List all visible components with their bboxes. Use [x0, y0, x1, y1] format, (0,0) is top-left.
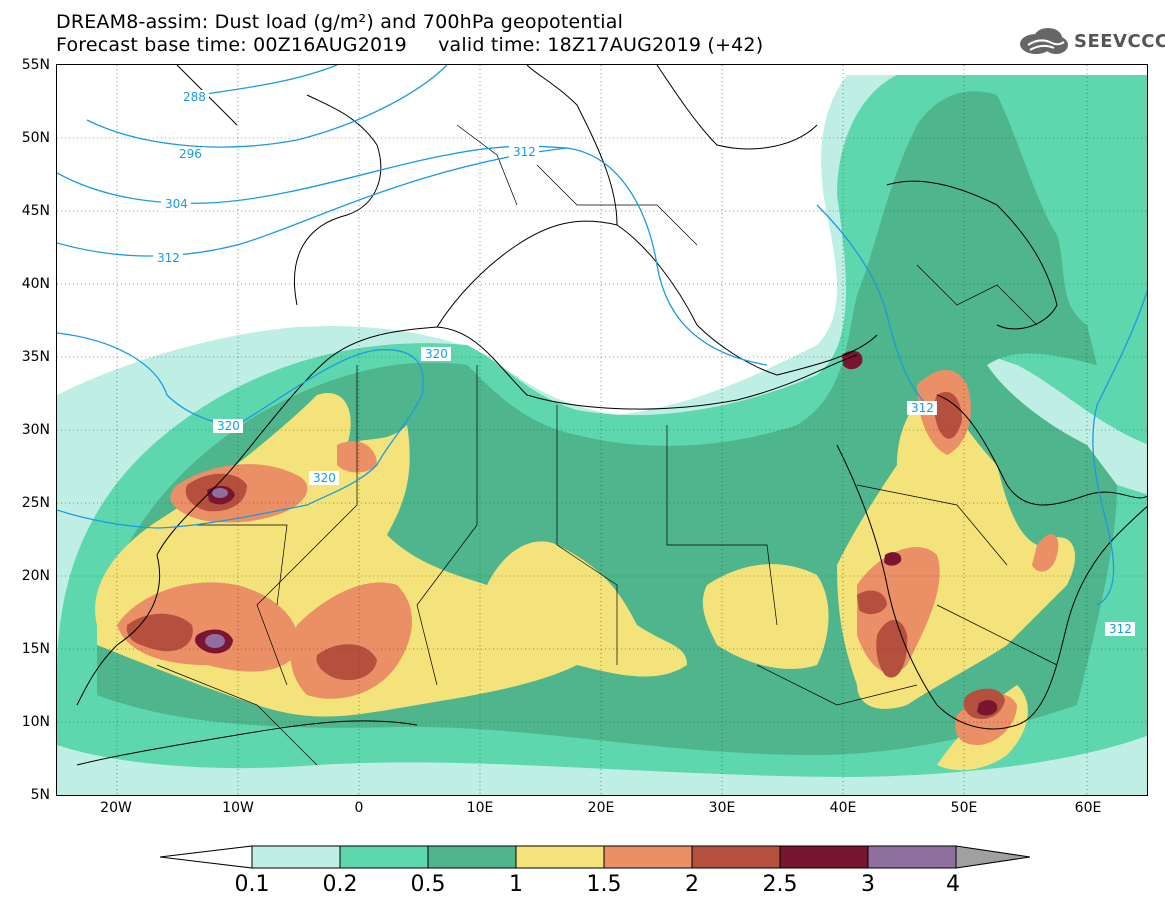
legend-swatch-3: [867, 845, 957, 869]
legend-label-2: 2: [685, 872, 699, 897]
legend-swatch-0-1: [251, 845, 341, 869]
legend-swatch-2-5: [779, 845, 869, 869]
lat-label-30n: 30N: [21, 422, 50, 438]
contour-label-312-arabian-sea: 312: [1109, 622, 1132, 636]
legend-label-0-2: 0.2: [322, 872, 358, 897]
dust-band-3: [205, 488, 228, 648]
lon-label-0: 0: [354, 800, 364, 816]
contour-label-288: 288: [183, 90, 206, 104]
legend-swatch-1-5: [603, 845, 693, 869]
legend-label-2-5: 2.5: [762, 872, 798, 897]
legend-label-3: 3: [861, 872, 875, 897]
contour-label-312-west: 312: [157, 251, 180, 265]
legend-label-1: 1: [509, 872, 523, 897]
lat-label-35n: 35N: [21, 349, 50, 365]
lat-label-45n: 45N: [21, 203, 50, 219]
map-canvas: 288 296 304 312 312 320 320 320 312 312: [57, 65, 1147, 795]
legend-label-0-5: 0.5: [410, 872, 446, 897]
lat-label-25n: 25N: [21, 495, 50, 511]
lat-label-5n: 5N: [30, 787, 50, 803]
lon-label-40e: 40E: [829, 800, 857, 816]
chart-title: DREAM8-assim: Dust load (g/m²) and 700hP…: [56, 11, 624, 33]
legend-swatch-2: [691, 845, 781, 869]
lon-label-60e: 60E: [1074, 800, 1102, 816]
lon-label-10w: 10W: [222, 800, 254, 816]
coastlines: [76, 65, 1147, 766]
lon-label-30e: 30E: [708, 800, 736, 816]
lat-label-20n: 20N: [21, 568, 50, 584]
legend-swatch-above: [955, 845, 1030, 869]
seevccc-logo: SEEVCCC: [1018, 26, 1165, 56]
contour-label-312-iraq: 312: [911, 401, 934, 415]
lat-label-40n: 40N: [21, 276, 50, 292]
lat-label-50n: 50N: [21, 130, 50, 146]
contour-label-312-europe: 312: [513, 145, 536, 159]
contour-label-304: 304: [165, 197, 188, 211]
logo-text: SEEVCCC: [1074, 30, 1165, 52]
lat-label-55n: 55N: [21, 57, 50, 73]
contour-label-296: 296: [179, 147, 202, 161]
legend-swatch-1: [515, 845, 605, 869]
legend-label-1-5: 1.5: [586, 872, 622, 897]
lat-label-15n: 15N: [21, 641, 50, 657]
legend-colorbar: [160, 845, 1030, 869]
legend-swatch-below: [160, 845, 253, 869]
contour-labels: 288 296 304 312 312 320 320 320 312 312: [153, 90, 1135, 636]
contour-label-320-west: 320: [217, 419, 240, 433]
dust-load-map: 288 296 304 312 312 320 320 320 312 312: [56, 64, 1148, 796]
lon-label-10e: 10E: [466, 800, 494, 816]
lon-label-50e: 50E: [950, 800, 978, 816]
legend-swatch-0-2: [339, 845, 429, 869]
chart-subtitle: Forecast base time: 00Z16AUG2019 valid t…: [56, 34, 764, 56]
legend-swatch-0-5: [427, 845, 517, 869]
contour-label-320-algeria: 320: [425, 347, 448, 361]
lat-label-10n: 10N: [21, 714, 50, 730]
borders: [156, 124, 1058, 766]
legend-label-4: 4: [946, 872, 960, 897]
cloud-logo-icon: [1020, 28, 1068, 54]
lon-label-20e: 20E: [587, 800, 615, 816]
legend-label-0-1: 0.1: [234, 872, 270, 897]
contour-label-320-sahara: 320: [313, 471, 336, 485]
lon-label-20w: 20W: [100, 800, 132, 816]
